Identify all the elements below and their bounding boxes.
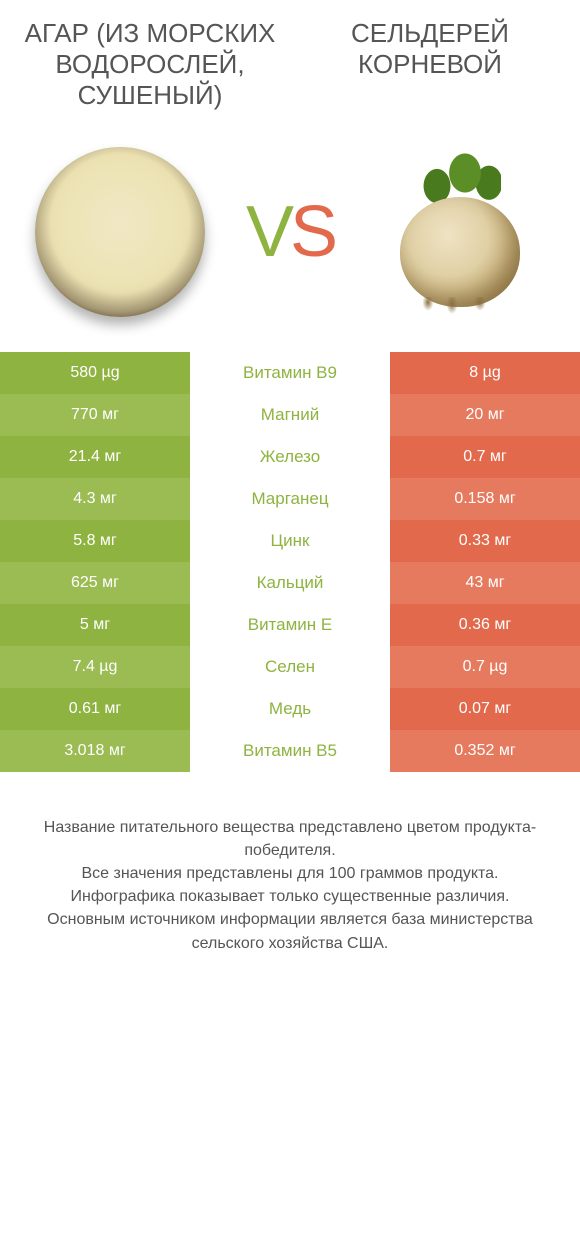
table-row: 0.61 мгМедь0.07 мг (0, 688, 580, 730)
nutrient-label: Марганец (190, 478, 390, 520)
table-row: 3.018 мгВитамин B50.352 мг (0, 730, 580, 772)
right-value: 0.7 µg (390, 646, 580, 688)
vs-letter-v: V (246, 192, 290, 272)
table-row: 7.4 µgСелен0.7 µg (0, 646, 580, 688)
images-row: VS (0, 122, 580, 352)
left-value: 7.4 µg (0, 646, 190, 688)
nutrient-label: Медь (190, 688, 390, 730)
left-value: 21.4 мг (0, 436, 190, 478)
footer-line: Все значения представлены для 100 граммо… (20, 862, 560, 885)
celeriac-icon (385, 147, 535, 317)
right-value: 8 µg (390, 352, 580, 394)
left-value: 3.018 мг (0, 730, 190, 772)
right-value: 0.158 мг (390, 478, 580, 520)
right-value: 0.33 мг (390, 520, 580, 562)
table-row: 5 мгВитамин E0.36 мг (0, 604, 580, 646)
table-row: 4.3 мгМарганец0.158 мг (0, 478, 580, 520)
left-value: 4.3 мг (0, 478, 190, 520)
right-product-title: СЕЛЬДЕРЕЙ КОРНЕВОЙ (300, 18, 560, 112)
right-value: 0.07 мг (390, 688, 580, 730)
nutrient-label: Магний (190, 394, 390, 436)
table-row: 5.8 мгЦинк0.33 мг (0, 520, 580, 562)
left-product-image (30, 142, 210, 322)
left-value: 625 мг (0, 562, 190, 604)
footer-line: Основным источником информации является … (20, 908, 560, 954)
right-product-image (370, 142, 550, 322)
footer-line: Название питательного вещества представл… (20, 816, 560, 862)
comparison-table: 580 µgВитамин B98 µg770 мгМагний20 мг21.… (0, 352, 580, 772)
right-value: 0.352 мг (390, 730, 580, 772)
nutrient-label: Витамин B9 (190, 352, 390, 394)
nutrient-label: Кальций (190, 562, 390, 604)
nutrient-label: Витамин B5 (190, 730, 390, 772)
vs-label: VS (246, 191, 334, 273)
right-value: 0.36 мг (390, 604, 580, 646)
nutrient-label: Витамин E (190, 604, 390, 646)
table-row: 21.4 мгЖелезо0.7 мг (0, 436, 580, 478)
footer-notes: Название питательного вещества представл… (0, 772, 580, 955)
header: АГАР (ИЗ МОРСКИХ ВОДОРОСЛЕЙ, СУШЕНЫЙ) СЕ… (0, 0, 580, 122)
footer-line: Инфографика показывает только существенн… (20, 885, 560, 908)
nutrient-label: Селен (190, 646, 390, 688)
nutrient-label: Железо (190, 436, 390, 478)
table-row: 580 µgВитамин B98 µg (0, 352, 580, 394)
right-value: 43 мг (390, 562, 580, 604)
table-row: 625 мгКальций43 мг (0, 562, 580, 604)
right-value: 20 мг (390, 394, 580, 436)
agar-bowl-icon (35, 147, 205, 317)
vs-letter-s: S (290, 192, 334, 272)
left-value: 5 мг (0, 604, 190, 646)
left-value: 580 µg (0, 352, 190, 394)
nutrient-label: Цинк (190, 520, 390, 562)
left-product-title: АГАР (ИЗ МОРСКИХ ВОДОРОСЛЕЙ, СУШЕНЫЙ) (20, 18, 280, 112)
left-value: 5.8 мг (0, 520, 190, 562)
right-value: 0.7 мг (390, 436, 580, 478)
table-row: 770 мгМагний20 мг (0, 394, 580, 436)
left-value: 0.61 мг (0, 688, 190, 730)
left-value: 770 мг (0, 394, 190, 436)
